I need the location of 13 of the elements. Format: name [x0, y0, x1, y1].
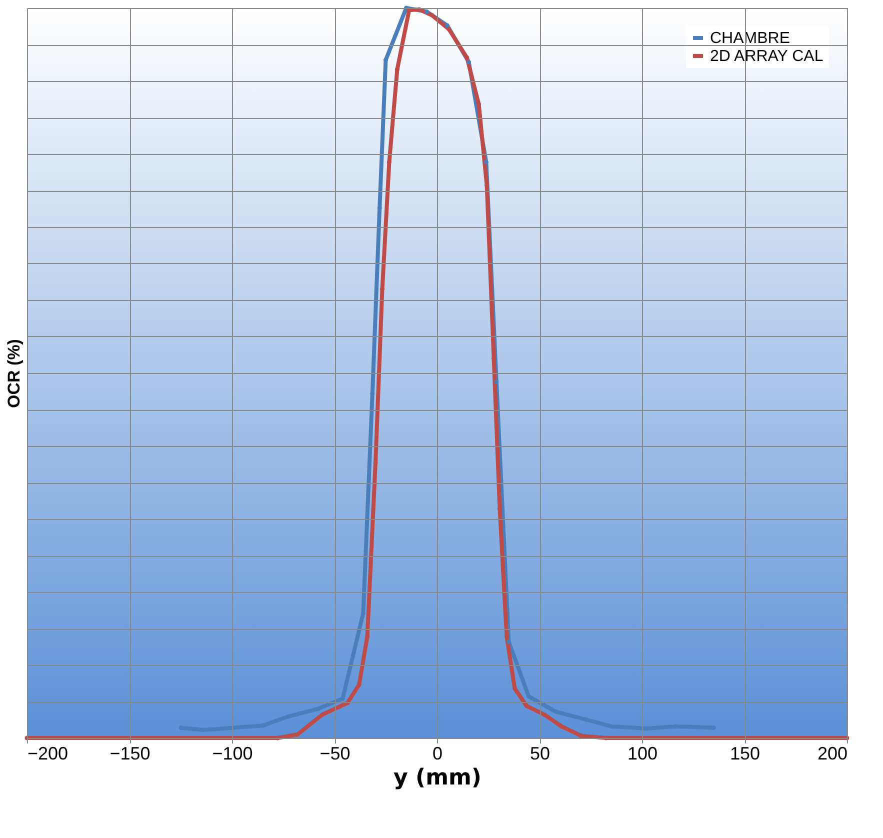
x-tick-label: −100 — [212, 744, 253, 764]
legend-label: 2D ARRAY CAL — [710, 48, 824, 65]
x-axis-title: y (mm) — [394, 766, 482, 790]
x-tick-label: 50 — [530, 744, 550, 764]
x-tick-label: −200 — [28, 744, 68, 764]
x-tick-label: −150 — [110, 744, 150, 764]
legend-label: CHAMBRE — [710, 30, 790, 47]
x-tick-label: 150 — [730, 744, 760, 764]
x-tick-label: 0 — [432, 744, 443, 764]
y-axis-title: OCR (%) — [4, 339, 24, 408]
x-tick-label: 200 — [817, 744, 848, 764]
x-tick-label: −50 — [320, 744, 350, 764]
x-tick-label: 100 — [627, 744, 658, 764]
